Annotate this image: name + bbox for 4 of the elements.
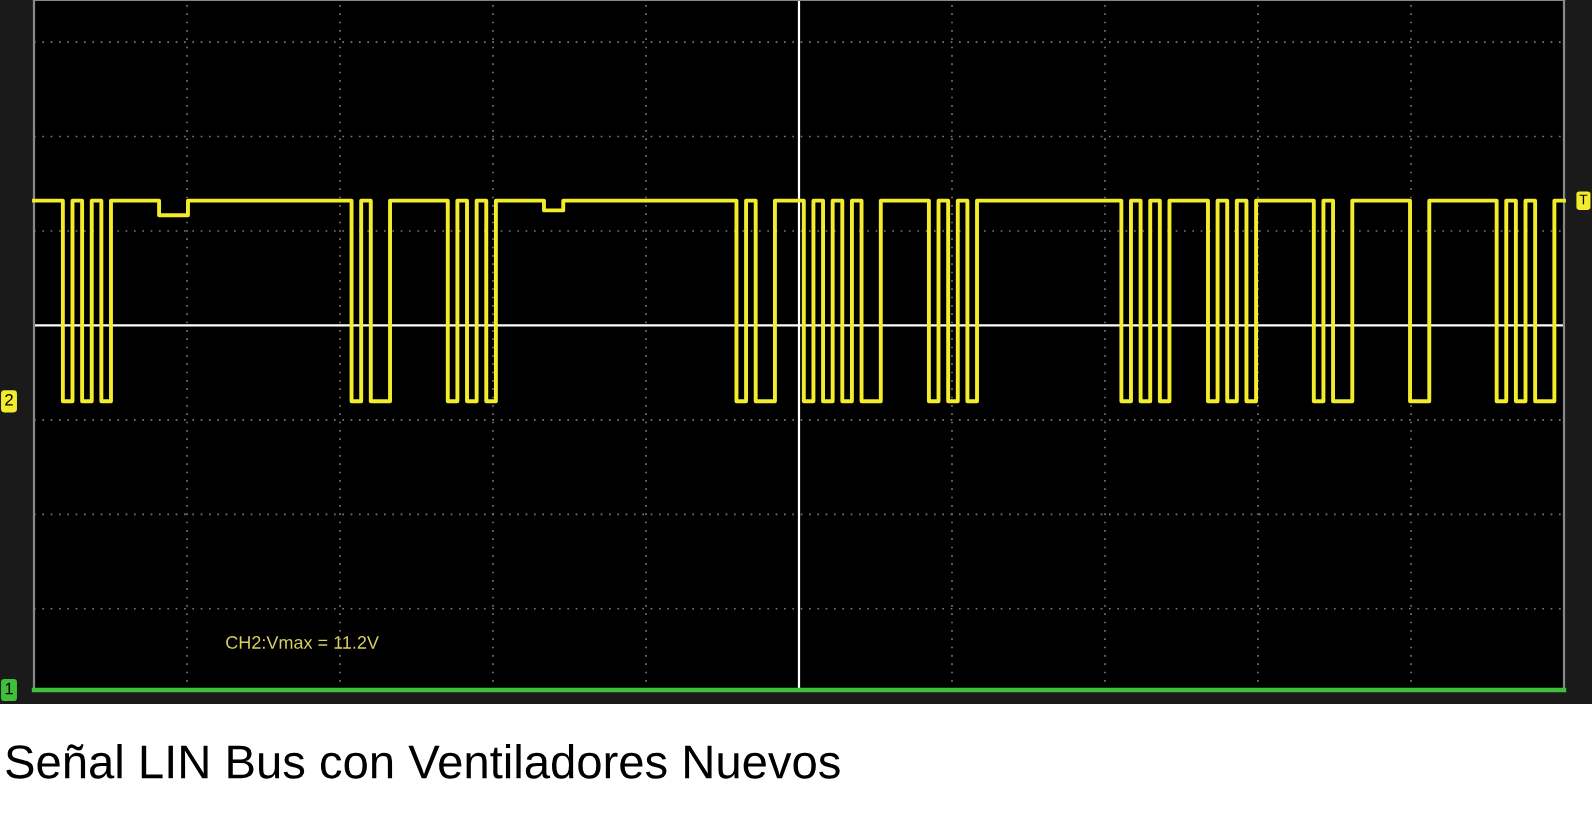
- series-label: 1: [5, 682, 13, 695]
- text: Señal LIN Bus con Ventiladores Nuevos: [6, 743, 840, 779]
- annotation: CH2:Vmax = 11.2V: [226, 636, 379, 649]
- text: 2: [5, 393, 13, 406]
